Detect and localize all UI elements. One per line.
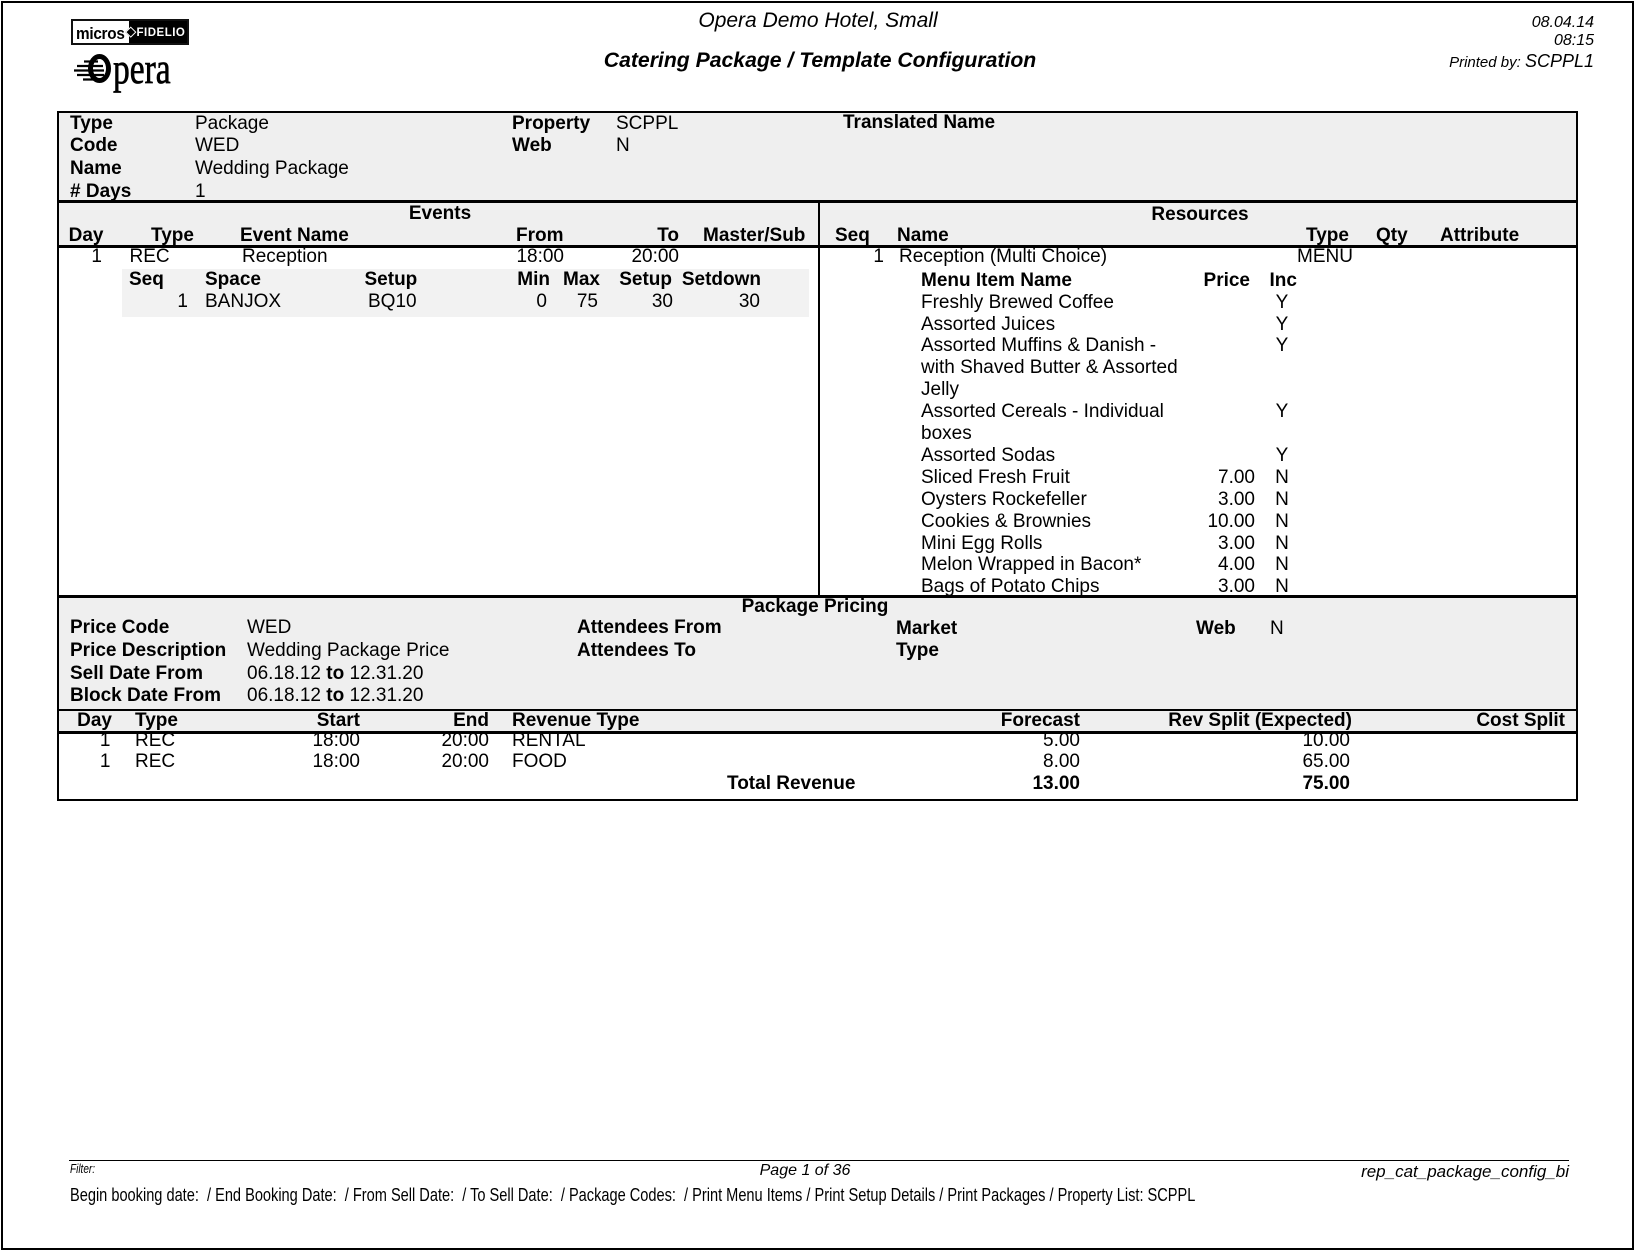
- svg-text:pera: pera: [113, 48, 171, 93]
